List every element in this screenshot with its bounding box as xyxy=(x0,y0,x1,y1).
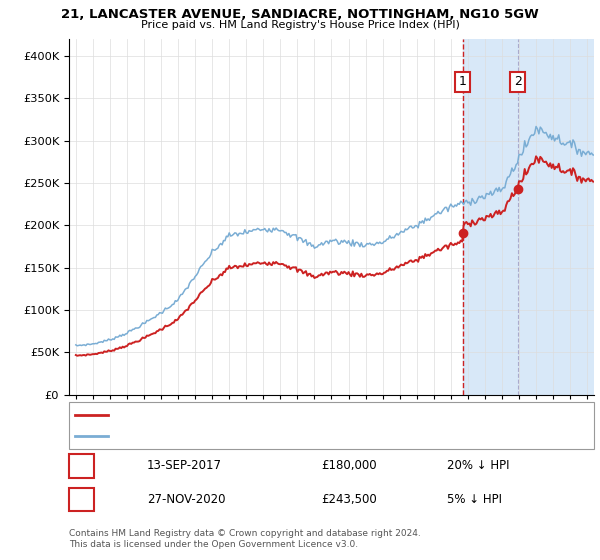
Text: 27-NOV-2020: 27-NOV-2020 xyxy=(147,493,226,506)
Text: Price paid vs. HM Land Registry's House Price Index (HPI): Price paid vs. HM Land Registry's House … xyxy=(140,20,460,30)
Text: £180,000: £180,000 xyxy=(321,459,377,473)
Bar xyxy=(463,39,594,395)
Text: 2: 2 xyxy=(514,76,521,88)
Text: This data is licensed under the Open Government Licence v3.0.: This data is licensed under the Open Gov… xyxy=(69,540,358,549)
Text: HPI: Average price, detached house, Erewash: HPI: Average price, detached house, Erew… xyxy=(114,431,341,441)
Text: 21, LANCASTER AVENUE, SANDIACRE, NOTTINGHAM, NG10 5GW: 21, LANCASTER AVENUE, SANDIACRE, NOTTING… xyxy=(61,8,539,21)
Text: 1: 1 xyxy=(77,459,86,473)
Text: Contains HM Land Registry data © Crown copyright and database right 2024.: Contains HM Land Registry data © Crown c… xyxy=(69,529,421,538)
Text: 20% ↓ HPI: 20% ↓ HPI xyxy=(447,459,509,473)
Text: £243,500: £243,500 xyxy=(321,493,377,506)
Text: 13-SEP-2017: 13-SEP-2017 xyxy=(147,459,222,473)
Text: 2: 2 xyxy=(77,493,86,506)
Text: 21, LANCASTER AVENUE, SANDIACRE, NOTTINGHAM, NG10 5GW (detached house): 21, LANCASTER AVENUE, SANDIACRE, NOTTING… xyxy=(114,410,527,420)
Text: 5% ↓ HPI: 5% ↓ HPI xyxy=(447,493,502,506)
Text: 1: 1 xyxy=(459,76,467,88)
